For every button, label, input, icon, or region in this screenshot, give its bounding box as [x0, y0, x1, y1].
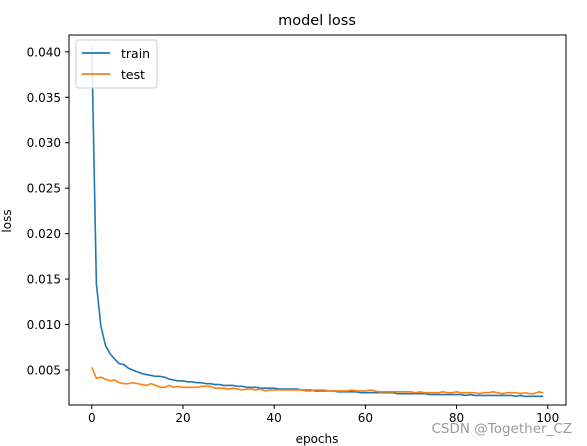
series-line-train [91, 47, 544, 398]
x-tick-label: 40 [267, 411, 282, 425]
axes-frame [68, 34, 567, 406]
legend-label-test: test [121, 67, 145, 82]
y-tick-label: 0.015 [27, 273, 61, 287]
legend: train test [75, 39, 158, 89]
y-tick-label: 0.005 [27, 364, 61, 378]
y-tick-label: 0.035 [27, 91, 61, 105]
x-tick-label: 60 [358, 411, 373, 425]
x-tick-label: 20 [175, 411, 190, 425]
y-axis-ticks: 0.005 0.010 0.015 0.020 0.025 0.030 0.035 0.040 [27, 45, 69, 378]
y-tick-label: 0.020 [27, 227, 61, 241]
x-axis-ticks: 0 20 40 60 80 100 [88, 405, 559, 425]
legend-box [75, 39, 158, 89]
y-tick-label: 0.025 [27, 182, 61, 196]
x-tick-label: 100 [536, 411, 559, 425]
y-tick-label: 0.010 [27, 318, 61, 332]
x-tick-label: 80 [449, 411, 464, 425]
y-tick-label: 0.030 [27, 136, 61, 150]
x-tick-label: 0 [88, 411, 96, 425]
watermark-text: CSDN @Together_CZ [432, 421, 573, 437]
x-axis-label: epochs [296, 432, 339, 446]
legend-label-train: train [121, 46, 150, 61]
chart-title: model loss [278, 13, 356, 29]
series-layer [91, 47, 544, 398]
series-line-test [91, 366, 544, 395]
y-tick-label: 0.040 [27, 45, 61, 59]
plot-area [68, 34, 567, 406]
y-axis-label: loss [0, 209, 14, 232]
